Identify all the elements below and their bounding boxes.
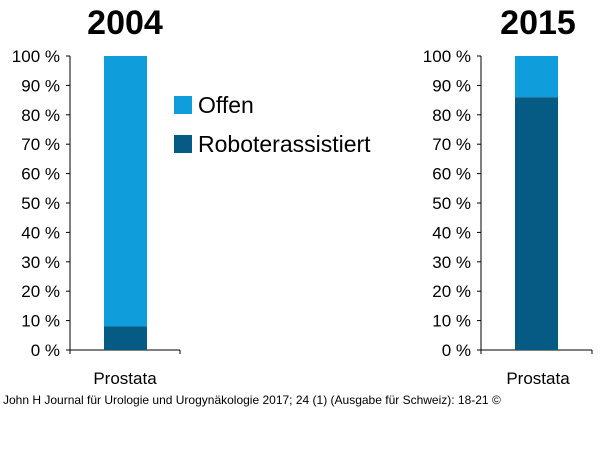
y-tick-label: 90 % (432, 76, 471, 95)
bar-segment-offen (515, 56, 558, 98)
y-tick-label: 60 % (21, 165, 60, 184)
y-tick-label: 10 % (432, 312, 471, 331)
y-tick-label: 10 % (21, 312, 60, 331)
y-tick-label: 100 % (423, 47, 471, 66)
chart-title: 2015 (500, 4, 576, 42)
y-tick-label: 90 % (21, 76, 60, 95)
y-tick-label: 30 % (432, 253, 471, 272)
y-tick-label: 40 % (21, 223, 60, 242)
y-tick-label: 20 % (432, 282, 471, 301)
bar-segment-offen (104, 56, 147, 327)
y-tick-label: 20 % (21, 282, 60, 301)
y-tick-label: 30 % (21, 253, 60, 272)
chart-2015: 2015 0 % 10 % 20 % 30 % 40 % 50 % 60 % 70 % 80 % 9… (423, 4, 593, 388)
legend-swatch-roboterassistiert (174, 135, 192, 153)
y-tick-label: 80 % (21, 106, 60, 125)
y-tick-label: 70 % (432, 135, 471, 154)
category-label: Prostata (93, 369, 157, 388)
y-tick-label: 0 % (31, 341, 60, 360)
bar-segment-roboterassistiert (515, 97, 558, 350)
source-citation: John H Journal für Urologie und Urogynäk… (3, 393, 501, 407)
y-tick-label: 80 % (432, 106, 471, 125)
category-label: Prostata (506, 369, 570, 388)
y-tick-label: 0 % (442, 341, 471, 360)
y-tick-label: 70 % (21, 135, 60, 154)
legend-label-offen: Offen (198, 92, 254, 118)
y-tick-label: 60 % (432, 165, 471, 184)
y-tick-label: 100 % (12, 47, 60, 66)
chart-title: 2004 (87, 4, 163, 42)
chart-2004: 2004 0 % 10 % 20 % 30 % 40 % 50 % 60 % 70 % 80 % 9… (12, 4, 181, 388)
y-tick-label: 50 % (432, 194, 471, 213)
legend-label-roboterassistiert: Roboterassistiert (198, 131, 371, 157)
y-tick-label: 50 % (21, 194, 60, 213)
legend: Offen Roboterassistiert (174, 92, 371, 157)
y-tick-label: 40 % (432, 223, 471, 242)
legend-swatch-offen (174, 96, 192, 114)
bar-segment-roboterassistiert (104, 326, 147, 350)
